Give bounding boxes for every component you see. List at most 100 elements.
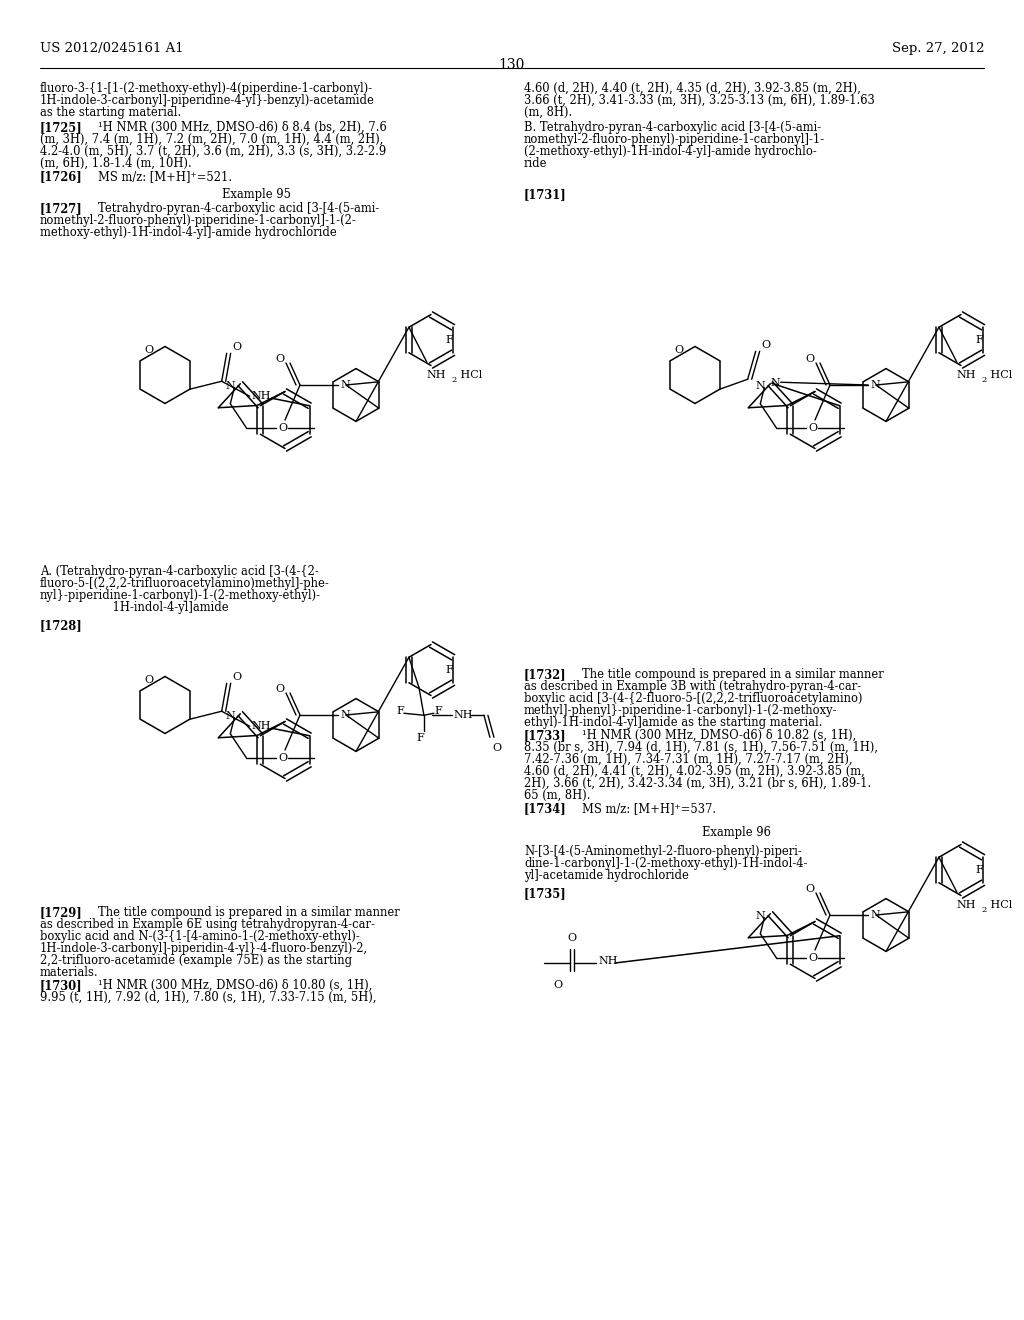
Text: HCl: HCl xyxy=(987,900,1012,911)
Text: B. Tetrahydro-pyran-4-carboxylic acid [3-[4-(5-ami-: B. Tetrahydro-pyran-4-carboxylic acid [3… xyxy=(524,121,821,135)
Text: N: N xyxy=(225,710,236,721)
Text: 65 (m, 8H).: 65 (m, 8H). xyxy=(524,789,591,803)
Text: (2-methoxy-ethyl)-1H-indol-4-yl]-amide hydrochlo-: (2-methoxy-ethyl)-1H-indol-4-yl]-amide h… xyxy=(524,145,817,158)
Text: O: O xyxy=(232,672,242,682)
Text: 8.35 (br s, 3H), 7.94 (d, 1H), 7.81 (s, 1H), 7.56-7.51 (m, 1H),: 8.35 (br s, 3H), 7.94 (d, 1H), 7.81 (s, … xyxy=(524,741,878,754)
Text: 130: 130 xyxy=(499,58,525,73)
Text: O: O xyxy=(567,933,577,942)
Text: boxylic acid and N-(3-{1-[4-amino-1-(2-methoxy-ethyl)-: boxylic acid and N-(3-{1-[4-amino-1-(2-m… xyxy=(40,931,359,942)
Text: 2: 2 xyxy=(452,376,457,384)
Text: 9.95 (t, 1H), 7.92 (d, 1H), 7.80 (s, 1H), 7.33-7.15 (m, 5H),: 9.95 (t, 1H), 7.92 (d, 1H), 7.80 (s, 1H)… xyxy=(40,991,377,1005)
Text: [1727]: [1727] xyxy=(40,202,83,215)
Text: O: O xyxy=(806,884,814,894)
Text: ¹H NMR (300 MHz, DMSO-d6) δ 8.4 (bs, 2H), 7.6: ¹H NMR (300 MHz, DMSO-d6) δ 8.4 (bs, 2H)… xyxy=(98,121,387,135)
Text: 1H-indole-3-carbonyl]-piperidin-4-yl}-4-fluoro-benzyl)-2,: 1H-indole-3-carbonyl]-piperidin-4-yl}-4-… xyxy=(40,942,368,954)
Text: [1726]: [1726] xyxy=(40,170,83,183)
Text: NH: NH xyxy=(427,370,446,380)
Text: yl]-acetamide hydrochloride: yl]-acetamide hydrochloride xyxy=(524,869,689,882)
Text: F: F xyxy=(975,335,983,345)
Text: N: N xyxy=(756,911,765,921)
Text: O: O xyxy=(144,675,154,685)
Text: N: N xyxy=(340,710,350,719)
Text: F: F xyxy=(445,335,453,345)
Text: ride: ride xyxy=(524,157,548,170)
Text: The title compound is prepared in a similar manner: The title compound is prepared in a simi… xyxy=(582,668,884,681)
Text: HCl: HCl xyxy=(457,370,482,380)
Text: O: O xyxy=(808,422,817,433)
Text: 2,2-trifluoro-acetamide (example 75E) as the starting: 2,2-trifluoro-acetamide (example 75E) as… xyxy=(40,954,352,968)
Text: NH: NH xyxy=(598,956,617,966)
Text: 2: 2 xyxy=(982,376,987,384)
Text: US 2012/0245161 A1: US 2012/0245161 A1 xyxy=(40,42,183,55)
Text: [1728]: [1728] xyxy=(40,619,83,632)
Text: methoxy-ethyl)-1H-indol-4-yl]-amide hydrochloride: methoxy-ethyl)-1H-indol-4-yl]-amide hydr… xyxy=(40,226,337,239)
Text: as described in Example 3B with (tetrahydro-pyran-4-car-: as described in Example 3B with (tetrahy… xyxy=(524,680,861,693)
Text: ¹H NMR (300 MHz, DMSO-d6) δ 10.80 (s, 1H),: ¹H NMR (300 MHz, DMSO-d6) δ 10.80 (s, 1H… xyxy=(98,979,373,993)
Text: O: O xyxy=(144,345,154,355)
Text: Example 96: Example 96 xyxy=(701,826,770,840)
Text: [1729]: [1729] xyxy=(40,906,83,919)
Text: O: O xyxy=(275,354,285,364)
Text: 7.42-7.36 (m, 1H), 7.34-7.31 (m, 1H), 7.27-7.17 (m, 2H),: 7.42-7.36 (m, 1H), 7.34-7.31 (m, 1H), 7.… xyxy=(524,752,853,766)
Text: O: O xyxy=(275,684,285,694)
Text: F: F xyxy=(396,706,403,717)
Text: N: N xyxy=(771,379,780,388)
Text: F: F xyxy=(445,665,453,675)
Text: nyl}-piperidine-1-carbonyl)-1-(2-methoxy-ethyl)-: nyl}-piperidine-1-carbonyl)-1-(2-methoxy… xyxy=(40,589,321,602)
Text: Example 95: Example 95 xyxy=(221,187,291,201)
Text: 2: 2 xyxy=(982,907,987,915)
Text: [1734]: [1734] xyxy=(524,803,566,814)
Text: N: N xyxy=(225,380,236,391)
Text: 2H), 3.66 (t, 2H), 3.42-3.34 (m, 3H), 3.21 (br s, 6H), 1.89-1.: 2H), 3.66 (t, 2H), 3.42-3.34 (m, 3H), 3.… xyxy=(524,777,871,789)
Text: 1H-indol-4-yl]amide: 1H-indol-4-yl]amide xyxy=(40,601,228,614)
Text: as the starting material.: as the starting material. xyxy=(40,106,181,119)
Text: 3.66 (t, 2H), 3.41-3.33 (m, 3H), 3.25-3.13 (m, 6H), 1.89-1.63: 3.66 (t, 2H), 3.41-3.33 (m, 3H), 3.25-3.… xyxy=(524,94,874,107)
Text: O: O xyxy=(279,752,288,763)
Text: F: F xyxy=(975,865,983,875)
Text: N: N xyxy=(870,909,880,920)
Text: N: N xyxy=(870,380,880,389)
Text: F: F xyxy=(416,733,424,743)
Text: materials.: materials. xyxy=(40,966,98,979)
Text: (m, 6H), 1.8-1.4 (m, 10H).: (m, 6H), 1.8-1.4 (m, 10H). xyxy=(40,157,191,170)
Text: N: N xyxy=(340,380,350,389)
Text: 4.2-4.0 (m, 5H), 3.7 (t, 2H), 3.6 (m, 2H), 3.3 (s, 3H), 3.2-2.9: 4.2-4.0 (m, 5H), 3.7 (t, 2H), 3.6 (m, 2H… xyxy=(40,145,386,158)
Text: as described in Example 6E using tetrahydropyran-4-car-: as described in Example 6E using tetrahy… xyxy=(40,917,375,931)
Text: O: O xyxy=(762,341,771,350)
Text: ethyl)-1H-indol-4-yl]amide as the starting material.: ethyl)-1H-indol-4-yl]amide as the starti… xyxy=(524,715,822,729)
Text: nomethyl-2-fluoro-phenyl)-piperidine-1-carbonyl]-1-: nomethyl-2-fluoro-phenyl)-piperidine-1-c… xyxy=(524,133,825,147)
Text: [1725]: [1725] xyxy=(40,121,83,135)
Text: A. (Tetrahydro-pyran-4-carboxylic acid [3-(4-{2-: A. (Tetrahydro-pyran-4-carboxylic acid [… xyxy=(40,565,318,578)
Text: [1732]: [1732] xyxy=(524,668,566,681)
Text: NH: NH xyxy=(454,710,473,721)
Text: NH: NH xyxy=(252,721,271,731)
Text: NH: NH xyxy=(956,370,977,380)
Text: 4.60 (d, 2H), 4.40 (t, 2H), 4.35 (d, 2H), 3.92-3.85 (m, 2H),: 4.60 (d, 2H), 4.40 (t, 2H), 4.35 (d, 2H)… xyxy=(524,82,861,95)
Text: (m, 8H).: (m, 8H). xyxy=(524,106,572,119)
Text: [1730]: [1730] xyxy=(40,979,83,993)
Text: N: N xyxy=(756,380,765,391)
Text: O: O xyxy=(492,743,501,754)
Text: dine-1-carbonyl]-1-(2-methoxy-ethyl)-1H-indol-4-: dine-1-carbonyl]-1-(2-methoxy-ethyl)-1H-… xyxy=(524,857,807,870)
Text: 1H-indole-3-carbonyl]-piperidine-4-yl}-benzyl)-acetamide: 1H-indole-3-carbonyl]-piperidine-4-yl}-b… xyxy=(40,94,375,107)
Text: Sep. 27, 2012: Sep. 27, 2012 xyxy=(892,42,984,55)
Text: [1733]: [1733] xyxy=(524,729,566,742)
Text: methyl]-phenyl}-piperidine-1-carbonyl)-1-(2-methoxy-: methyl]-phenyl}-piperidine-1-carbonyl)-1… xyxy=(524,704,838,717)
Text: fluoro-3-{1-[1-(2-methoxy-ethyl)-4(piperdine-1-carbonyl)-: fluoro-3-{1-[1-(2-methoxy-ethyl)-4(piper… xyxy=(40,82,373,95)
Text: MS m/z: [M+H]⁺=537.: MS m/z: [M+H]⁺=537. xyxy=(582,803,716,814)
Text: O: O xyxy=(674,345,683,355)
Text: N-[3-[4-(5-Aminomethyl-2-fluoro-phenyl)-piperi-: N-[3-[4-(5-Aminomethyl-2-fluoro-phenyl)-… xyxy=(524,845,802,858)
Text: 4.60 (d, 2H), 4.41 (t, 2H), 4.02-3.95 (m, 2H), 3.92-3.85 (m,: 4.60 (d, 2H), 4.41 (t, 2H), 4.02-3.95 (m… xyxy=(524,766,864,777)
Text: NH: NH xyxy=(956,900,977,911)
Text: (m, 3H), 7.4 (m, 1H), 7.2 (m, 2H), 7.0 (m, 1H), 4.4 (m, 2H),: (m, 3H), 7.4 (m, 1H), 7.2 (m, 2H), 7.0 (… xyxy=(40,133,383,147)
Text: O: O xyxy=(553,979,562,990)
Text: Tetrahydro-pyran-4-carboxylic acid [3-[4-(5-ami-: Tetrahydro-pyran-4-carboxylic acid [3-[4… xyxy=(98,202,379,215)
Text: O: O xyxy=(808,953,817,962)
Text: F: F xyxy=(434,706,441,717)
Text: boxylic acid [3-(4-{2-fluoro-5-[(2,2,2-trifluoroacetylamino): boxylic acid [3-(4-{2-fluoro-5-[(2,2,2-t… xyxy=(524,692,862,705)
Text: HCl: HCl xyxy=(987,370,1012,380)
Text: The title compound is prepared in a similar manner: The title compound is prepared in a simi… xyxy=(98,906,399,919)
Text: ¹H NMR (300 MHz, DMSO-d6) δ 10.82 (s, 1H),: ¹H NMR (300 MHz, DMSO-d6) δ 10.82 (s, 1H… xyxy=(582,729,856,742)
Text: O: O xyxy=(232,342,242,352)
Text: O: O xyxy=(806,354,814,364)
